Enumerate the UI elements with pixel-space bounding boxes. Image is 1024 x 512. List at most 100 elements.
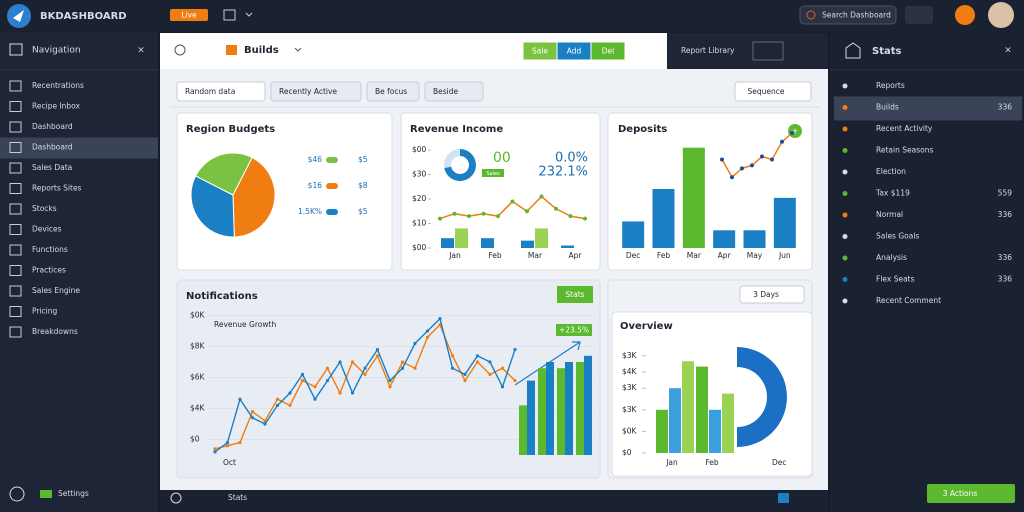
menu-item[interactable]: Recipe Inbox: [32, 102, 81, 111]
report-icon[interactable]: [752, 41, 784, 61]
x-tick-label: Jan: [448, 251, 461, 260]
item-dot: [842, 234, 848, 239]
right-item[interactable]: Reports: [876, 81, 905, 90]
line-point: [481, 211, 486, 216]
menu-item[interactable]: Dashboard: [32, 122, 73, 131]
tab-label[interactable]: Builds: [244, 45, 279, 56]
status-icon[interactable]: [778, 493, 789, 503]
trend-point: [790, 130, 794, 135]
stats-button[interactable]: [557, 286, 593, 303]
menu-item[interactable]: Sales Data: [32, 163, 72, 172]
y-tick-label: $3K: [622, 405, 638, 414]
trend-point: [780, 139, 784, 144]
bag-icon[interactable]: [223, 9, 236, 21]
avatar[interactable]: [988, 2, 1014, 28]
item-icon: [9, 306, 22, 317]
menu-item[interactable]: Breakdowns: [32, 327, 78, 336]
bar: [535, 228, 548, 248]
menu-item[interactable]: Dashboard: [32, 143, 73, 152]
notification-dot[interactable]: [955, 5, 975, 25]
right-item[interactable]: Analysis: [876, 253, 907, 262]
right-item[interactable]: Recent Activity: [876, 124, 933, 133]
sidebar: [0, 32, 158, 512]
header-button-text: Sale: [532, 47, 548, 56]
line-point: [350, 360, 355, 364]
range-dropdown[interactable]: [739, 285, 805, 304]
tab-icon: [226, 45, 237, 55]
x-axis-label: Dec: [772, 458, 787, 467]
sort-label: Sequence: [748, 87, 785, 96]
header-button-text: Del: [602, 47, 614, 56]
report-strip: [667, 33, 828, 69]
nav-icon[interactable]: [170, 492, 182, 504]
x-tick-label: Apr: [718, 251, 732, 260]
y-tick-label: $00: [412, 243, 427, 252]
filter-chip[interactable]: [424, 81, 484, 102]
donut-segment: [444, 149, 476, 182]
gear-icon[interactable]: [174, 44, 186, 56]
kpi-badge: [482, 169, 504, 177]
close[interactable]: ×: [137, 46, 145, 56]
menu-item[interactable]: Functions: [32, 245, 68, 254]
active-item: [0, 137, 158, 159]
bar: [521, 240, 534, 248]
sort-dropdown[interactable]: [734, 81, 812, 102]
x-tick-label: Feb: [705, 458, 719, 467]
bar: [743, 230, 766, 248]
menu-item[interactable]: Stocks: [32, 204, 57, 213]
line-point: [325, 379, 330, 383]
menu-item[interactable]: Recentrations: [32, 81, 84, 90]
header-button[interactable]: [590, 41, 626, 61]
trend-point: [740, 166, 744, 171]
range-label: 3 Days: [753, 290, 779, 299]
item-dot: [842, 255, 848, 261]
item-icon: [9, 142, 22, 153]
menu-item[interactable]: Reports Sites: [32, 184, 82, 193]
item-icon: [9, 80, 22, 92]
home-icon[interactable]: [845, 42, 861, 59]
menu-item[interactable]: Practices: [32, 266, 66, 275]
right-item[interactable]: Flex Seats: [876, 275, 915, 284]
menu-item[interactable]: Devices: [32, 225, 62, 234]
item-icon: [9, 101, 22, 112]
right-item[interactable]: Recent Comment: [876, 296, 941, 305]
expand[interactable]: ×: [1004, 46, 1012, 56]
x-tick-label: Feb: [488, 251, 502, 260]
line-point: [363, 372, 367, 376]
right-item[interactable]: Normal: [876, 210, 903, 219]
logo-glyph: [13, 10, 24, 22]
y-tick-label: $0K: [190, 311, 206, 320]
right-item[interactable]: Election: [876, 167, 906, 176]
header-button-text: Add: [567, 47, 582, 56]
bottom-bar: [160, 490, 828, 512]
line-point: [500, 385, 505, 389]
line-point: [238, 397, 242, 401]
filter-chip[interactable]: [176, 81, 266, 102]
card: [176, 279, 601, 479]
menu-icon[interactable]: [9, 43, 23, 56]
filter-chip[interactable]: [366, 81, 420, 102]
filter-text: Recently Active: [279, 87, 337, 96]
x-tick-label: Jan: [665, 458, 678, 467]
item-dot: [842, 277, 848, 282]
menu-item[interactable]: Sales Engine: [32, 286, 80, 295]
settings-icon[interactable]: [9, 486, 25, 502]
right-item[interactable]: Sales Goals: [876, 232, 919, 241]
trend-point: [720, 157, 724, 162]
search-box[interactable]: [799, 5, 897, 25]
filter-text: Random data: [185, 87, 235, 96]
right-item[interactable]: Retain Seasons: [876, 146, 933, 155]
bar: [656, 409, 668, 453]
right-item[interactable]: Tax $119: [875, 189, 910, 198]
right-item[interactable]: Builds: [876, 103, 899, 112]
report-label[interactable]: Report Library: [681, 46, 735, 55]
live-badge[interactable]: [170, 9, 208, 21]
line-point: [313, 385, 317, 389]
doc-button[interactable]: [905, 6, 933, 24]
action-button[interactable]: [927, 484, 1015, 503]
filter-chip[interactable]: [270, 81, 362, 102]
y-tick-label: $0: [622, 448, 632, 457]
menu-item[interactable]: Pricing: [32, 307, 58, 316]
bar: [538, 368, 546, 455]
item-dot: [842, 105, 848, 110]
